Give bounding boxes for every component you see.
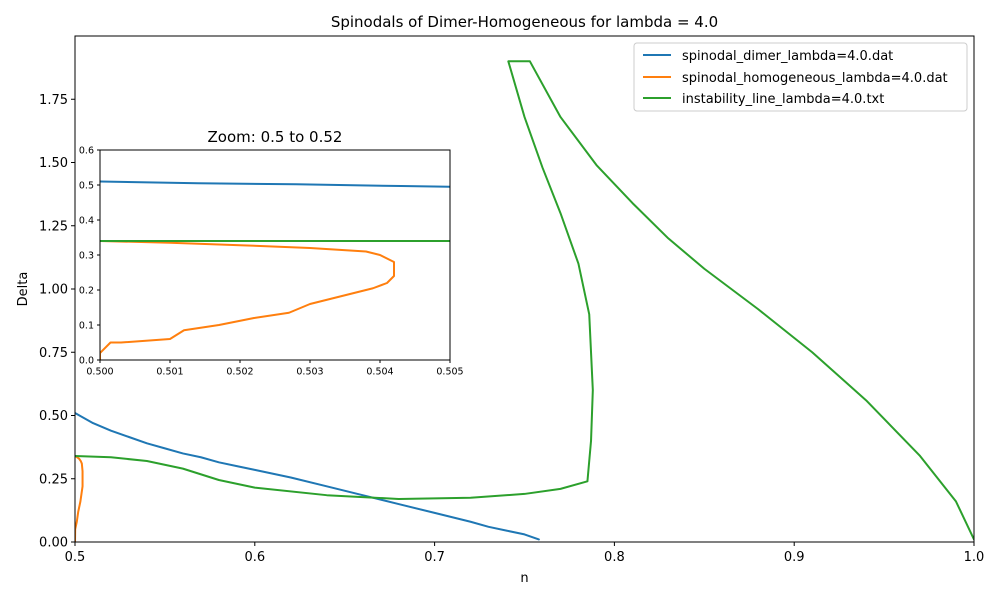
inset-series-group — [100, 180, 450, 360]
inset-x-tick-label: 0.503 — [296, 367, 323, 378]
main-y-tick-label: 1.00 — [39, 283, 68, 298]
legend: spinodal_dimer_lambda=4.0.dat spinodal_h… — [633, 42, 968, 112]
main-y-tick-label: 0.75 — [39, 346, 68, 361]
inset-x-tick-label: 0.501 — [156, 367, 183, 378]
x-axis-label: n — [520, 571, 528, 586]
inset-y-tick-label: 0.3 — [79, 250, 94, 261]
inset-y-ticks: 0.0 0.1 0.2 0.3 0.4 0.5 0.6 — [79, 145, 100, 366]
main-x-tick-label: 0.5 — [65, 550, 86, 565]
main-x-ticks: 0.5 0.6 0.7 0.8 0.9 1.0 — [65, 542, 985, 565]
legend-label-instability: instability_line_lambda=4.0.txt — [682, 92, 884, 107]
main-series-line-spinodal-dimer-lambda-4-0-dat — [75, 411, 540, 541]
main-x-tick-label: 0.9 — [784, 550, 805, 565]
inset-x-ticks: 0.500 0.501 0.502 0.503 0.504 0.505 — [86, 360, 464, 378]
inset-x-tick-label: 0.505 — [436, 367, 463, 378]
main-series-line-instability-line-lambda-4-0-txt — [75, 60, 974, 541]
main-y-tick-label: 1.75 — [39, 93, 68, 108]
main-y-tick-label: 1.25 — [39, 219, 68, 234]
inset-series-line-1 — [100, 240, 395, 360]
inset-x-tick-label: 0.500 — [86, 367, 113, 378]
main-x-tick-label: 0.8 — [604, 550, 625, 565]
inset-y-tick-label: 0.6 — [79, 145, 94, 156]
main-x-tick-label: 0.6 — [244, 550, 265, 565]
main-x-tick-label: 0.7 — [424, 550, 445, 565]
chart-title: Spinodals of Dimer-Homogeneous for lambd… — [331, 13, 718, 31]
inset-x-tick-label: 0.502 — [226, 367, 253, 378]
inset-x-tick-label: 0.504 — [366, 367, 393, 378]
inset-y-tick-label: 0.1 — [79, 320, 94, 331]
main-y-tick-label: 0.50 — [39, 409, 68, 424]
legend-label-homogeneous: spinodal_homogeneous_lambda=4.0.dat — [682, 71, 948, 86]
inset-y-tick-label: 0.2 — [79, 285, 94, 296]
main-y-tick-label: 0.00 — [39, 536, 68, 551]
main-series-group — [75, 60, 974, 542]
inset-series-line-0 — [100, 180, 450, 188]
main-y-tick-label: 0.25 — [39, 472, 68, 487]
main-x-tick-label: 1.0 — [964, 550, 985, 565]
y-axis-label: Delta — [16, 272, 31, 307]
inset-title: Zoom: 0.5 to 0.52 — [208, 128, 343, 146]
main-plot: 0.5 0.6 0.7 0.8 0.9 1.0 0.00 0.25 0.50 0.75 1.00 1… — [16, 35, 985, 586]
inset-y-tick-label: 0.5 — [79, 180, 94, 191]
main-series-line-spinodal-homogeneous-lambda-4-0-dat — [75, 454, 84, 542]
legend-label-dimer: spinodal_dimer_lambda=4.0.dat — [682, 49, 893, 64]
main-y-tick-label: 1.50 — [39, 156, 68, 171]
inset-y-tick-label: 0.4 — [79, 215, 94, 226]
inset-y-tick-label: 0.0 — [79, 355, 94, 366]
main-y-ticks: 0.00 0.25 0.50 0.75 1.00 1.25 1.50 1.75 — [39, 93, 75, 551]
legend-frame — [633, 42, 968, 112]
inset-plot: 0.500 0.501 0.502 0.503 0.504 0.505 0.0 0.1 0.2… — [79, 128, 464, 378]
